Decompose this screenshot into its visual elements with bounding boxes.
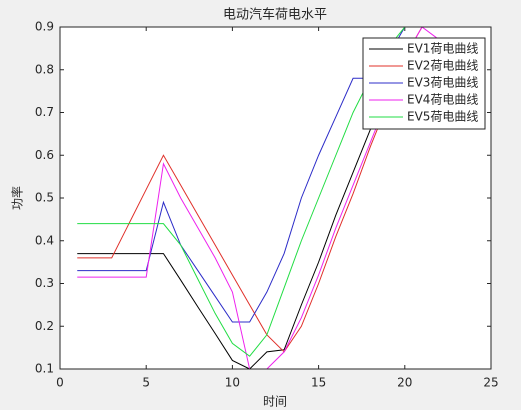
legend-label: EV4荷电曲线 xyxy=(407,93,478,107)
chart-title: 电动汽车荷电水平 xyxy=(223,7,327,23)
y-tick-label: 0.4 xyxy=(35,233,54,247)
y-axis-label: 功率 xyxy=(10,186,25,210)
legend-label: EV2荷电曲线 xyxy=(407,59,478,73)
y-tick-label: 0.8 xyxy=(35,62,54,76)
legend-label: EV3荷电曲线 xyxy=(407,76,478,90)
y-tick-label: 0.7 xyxy=(35,105,54,119)
y-tick-label: 0.5 xyxy=(35,191,54,205)
x-tick-label: 5 xyxy=(142,376,150,390)
legend-label: EV5荷电曲线 xyxy=(407,110,478,124)
axes-box xyxy=(59,26,492,370)
y-tick-label: 0.1 xyxy=(35,362,54,376)
x-tick-label: 15 xyxy=(311,376,326,390)
x-tick-label: 25 xyxy=(483,376,498,390)
x-tick-label: 10 xyxy=(225,376,240,390)
x-tick-label: 20 xyxy=(397,376,412,390)
y-tick-label: 0.6 xyxy=(35,148,54,162)
x-tick-label: 0 xyxy=(56,376,64,390)
legend-label: EV1荷电曲线 xyxy=(407,42,478,56)
y-tick-label: 0.9 xyxy=(35,20,54,34)
y-tick-label: 0.3 xyxy=(35,276,54,290)
y-tick-label: 0.2 xyxy=(35,319,54,333)
x-axis-label: 时间 xyxy=(263,395,287,409)
